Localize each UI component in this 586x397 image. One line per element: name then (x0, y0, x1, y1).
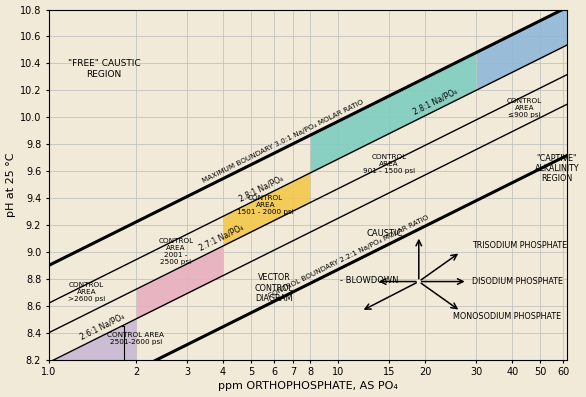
Y-axis label: pH at 25 °C: pH at 25 °C (5, 152, 16, 217)
Text: 2.8:1 Na/PO₄: 2.8:1 Na/PO₄ (411, 87, 459, 116)
Text: TRISODIUM PHOSPHATE: TRISODIUM PHOSPHATE (472, 241, 567, 250)
X-axis label: ppm ORTHOPHOSPHATE, AS PO₄: ppm ORTHOPHOSPHATE, AS PO₄ (218, 382, 398, 391)
Text: CONTROL
AREA
2001 -
2500 psi: CONTROL AREA 2001 - 2500 psi (158, 239, 193, 266)
Text: VECTOR
CONTROL
DIAGRAM: VECTOR CONTROL DIAGRAM (254, 274, 294, 303)
Text: "FREE" CAUSTIC
REGION: "FREE" CAUSTIC REGION (67, 59, 140, 79)
Text: CONTROL
AREA
≤900 psi: CONTROL AREA ≤900 psi (507, 98, 542, 118)
Text: CONTROL
AREA
>2600 psi: CONTROL AREA >2600 psi (68, 282, 105, 302)
Text: 2.7:1 Na/PO₄: 2.7:1 Na/PO₄ (197, 223, 244, 252)
Text: CONTROL
AREA
1501 - 2000 psi: CONTROL AREA 1501 - 2000 psi (237, 195, 294, 215)
Text: "CAPTIVE"
ALKALINITY
REGION: "CAPTIVE" ALKALINITY REGION (534, 154, 579, 183)
Text: 2.6:1 Na/PO₄: 2.6:1 Na/PO₄ (79, 312, 125, 341)
Text: CAUSTIC: CAUSTIC (367, 229, 403, 238)
Text: MAXIMUM BOUNDARY 3.0:1 Na/PO₄ MOLAR RATIO: MAXIMUM BOUNDARY 3.0:1 Na/PO₄ MOLAR RATI… (201, 99, 364, 184)
Text: CONTROL BOUNDARY 2.2:1 Na/PO₄ MOLAR RATIO: CONTROL BOUNDARY 2.2:1 Na/PO₄ MOLAR RATI… (268, 214, 430, 299)
Text: MONOSODIUM PHOSPHATE: MONOSODIUM PHOSPHATE (454, 312, 561, 321)
Text: CONTROL
AREA
901 - 1500 psi: CONTROL AREA 901 - 1500 psi (363, 154, 415, 174)
Text: 2.8:1 Na/PO₄: 2.8:1 Na/PO₄ (237, 173, 285, 203)
Text: DISODIUM PHOSPHATE: DISODIUM PHOSPHATE (472, 277, 563, 286)
Text: CONTROL AREA
2501-2600 psi: CONTROL AREA 2501-2600 psi (107, 331, 165, 345)
Text: - BLOWDOWN: - BLOWDOWN (340, 276, 398, 285)
